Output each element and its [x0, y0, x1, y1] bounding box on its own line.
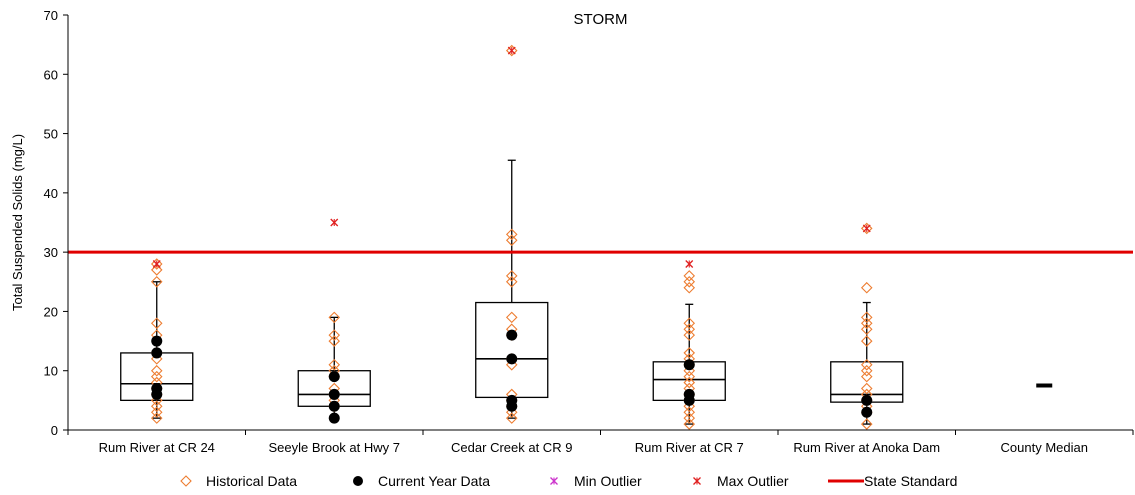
legend-label: State Standard — [864, 473, 957, 489]
max-outlier-point — [507, 46, 516, 55]
historical-point — [328, 329, 341, 341]
legend-item: Min Outlier — [550, 473, 642, 489]
current-year-point — [683, 388, 695, 400]
historical-point — [150, 364, 163, 377]
current-year-point — [506, 394, 518, 406]
legend-label: Min Outlier — [574, 473, 642, 489]
legend: Historical Data Current Year Data Min Outl… — [180, 473, 957, 489]
current-year-point — [506, 329, 518, 341]
historical-point — [150, 406, 163, 418]
historical-point — [505, 311, 518, 324]
historical-point — [860, 418, 873, 430]
max-outlier-point — [685, 260, 694, 268]
historical-point — [860, 222, 873, 235]
historical-point — [683, 281, 696, 294]
current-year-point — [328, 412, 340, 424]
historical-point — [505, 44, 518, 57]
historical-point — [150, 412, 163, 424]
chart-title: STORM — [574, 11, 628, 28]
y-tick-label: 20 — [44, 304, 58, 319]
historical-point — [683, 406, 696, 418]
historical-point — [683, 329, 696, 341]
legend-current-swatch — [353, 476, 363, 486]
current-year-point — [151, 347, 163, 359]
historical-point — [860, 370, 873, 383]
iqr-box — [475, 301, 549, 399]
historical-point — [150, 400, 163, 413]
y-tick-label: 70 — [44, 8, 58, 23]
current-year-point — [683, 359, 695, 371]
historical-point — [683, 270, 696, 282]
legend-label: Current Year Data — [378, 473, 490, 489]
max-outlier-point — [330, 218, 339, 227]
historical-point — [683, 376, 696, 389]
x-tick-label: Rum River at CR 24 — [99, 440, 215, 455]
historical-point — [860, 317, 873, 330]
historical-point — [505, 276, 518, 288]
historical-point — [150, 258, 163, 270]
historical-point — [683, 370, 696, 383]
y-tick-label: 10 — [44, 364, 58, 379]
historical-point — [150, 317, 163, 330]
historical-point — [505, 412, 518, 424]
historical-point — [860, 364, 873, 377]
x-tick-label: County Median — [1001, 440, 1088, 455]
historical-point — [505, 228, 518, 241]
x-tick-label: Rum River at CR 7 — [635, 440, 744, 455]
historical-point — [860, 335, 873, 347]
legend-item: State Standard — [828, 473, 957, 489]
current-year-point — [151, 383, 163, 394]
current-year-point — [861, 406, 873, 418]
legend-max-outlier-swatch — [693, 477, 701, 485]
y-tick-label: 50 — [44, 127, 58, 142]
historical-point — [860, 323, 873, 335]
legend-item: Current Year Data — [353, 473, 490, 489]
historical-point — [860, 311, 873, 324]
historical-point — [683, 347, 696, 359]
historical-point — [683, 323, 696, 335]
legend-label: Max Outlier — [717, 473, 789, 489]
historical-point — [683, 317, 696, 330]
historical-point — [860, 359, 873, 371]
current-year-point — [328, 400, 340, 412]
y-tick-label: 60 — [44, 67, 58, 82]
historical-point — [860, 382, 873, 395]
legend-item: Max Outlier — [693, 473, 789, 489]
current-year-point — [328, 388, 340, 400]
historical-point — [683, 412, 696, 424]
y-tick-label: 30 — [44, 245, 58, 260]
historical-point — [328, 335, 341, 347]
historical-point — [683, 418, 696, 430]
current-year-point — [151, 335, 163, 347]
max-outlier-point — [152, 260, 161, 268]
historical-point — [150, 370, 163, 383]
legend-label: Historical Data — [206, 473, 297, 489]
max-outlier-point — [862, 224, 871, 233]
x-tick-label: Cedar Creek at CR 9 — [451, 440, 572, 455]
legend-historical-swatch — [180, 475, 192, 487]
historical-point — [505, 234, 518, 247]
legend-item: Historical Data — [180, 473, 297, 489]
historical-point — [150, 264, 163, 276]
current-year-point — [861, 394, 873, 406]
historical-point — [860, 281, 873, 294]
plot-area — [68, 44, 1133, 430]
y-tick-label: 40 — [44, 186, 58, 201]
historical-point — [683, 276, 696, 288]
x-tick-label: Rum River at Anoka Dam — [793, 440, 940, 455]
current-year-point — [328, 371, 340, 383]
legend-min-outlier-swatch — [550, 477, 558, 485]
x-tick-label: Seeyle Brook at Hwy 7 — [268, 440, 400, 455]
y-tick-label: 0 — [51, 423, 58, 438]
historical-point — [328, 311, 341, 324]
historical-point — [505, 270, 518, 282]
historical-point — [150, 276, 163, 288]
axes: STORM 0 10 20 30 40 50 60 70 Total Suspended Soli… — [10, 8, 1134, 455]
y-axis-label: Total Suspended Solids (mg/L) — [10, 134, 25, 311]
current-year-point — [506, 353, 518, 365]
historical-point — [328, 359, 341, 371]
